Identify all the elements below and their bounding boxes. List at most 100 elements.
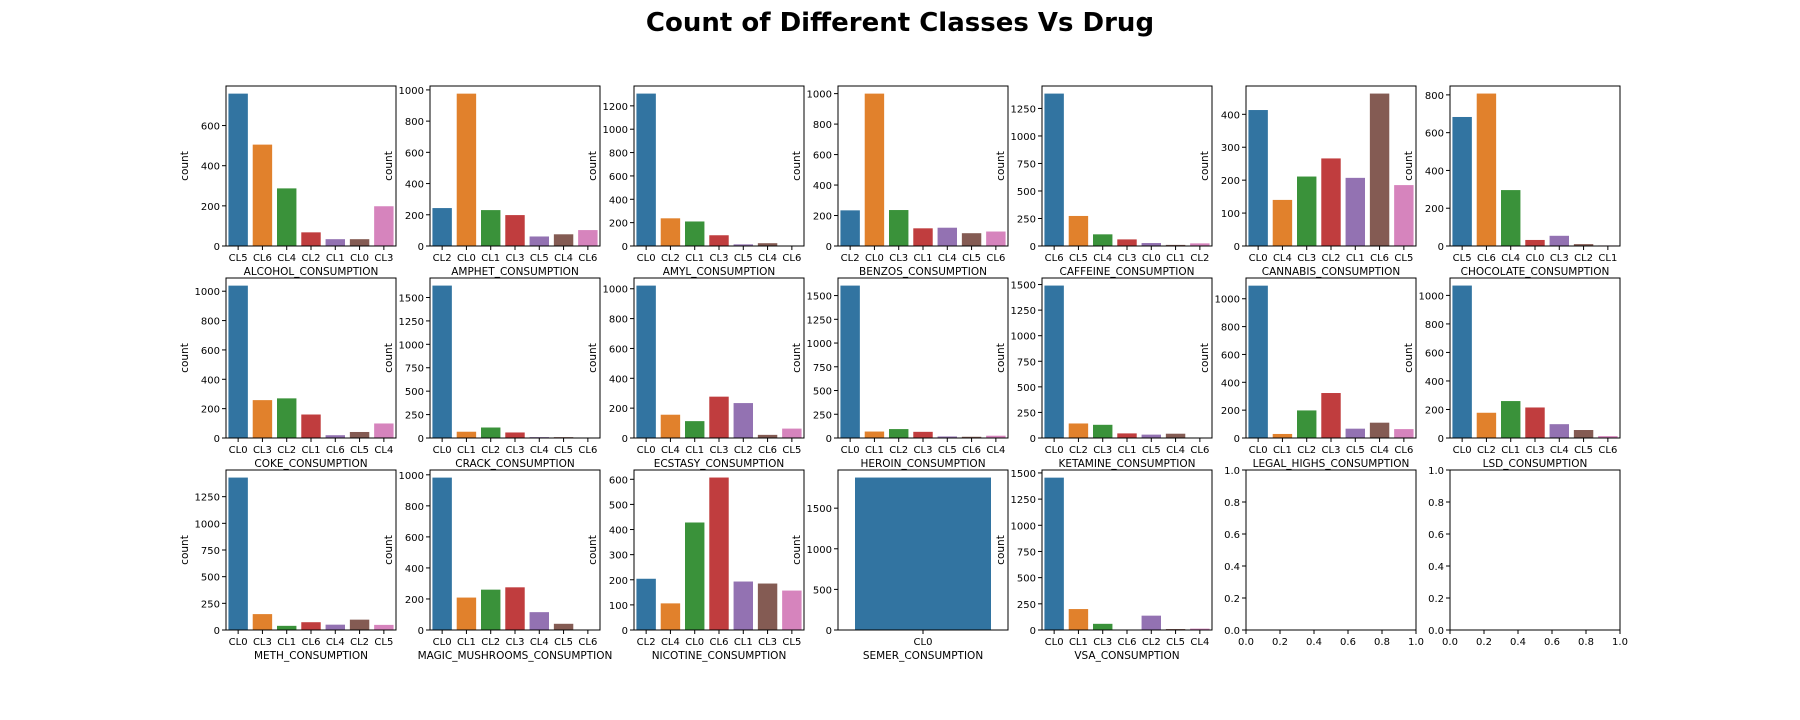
y-tick-label: 0 [622, 242, 628, 253]
y-tick-label: 1250 [399, 317, 424, 328]
axes-frame [1041, 277, 1213, 439]
y-tick-label: 0.0 [1224, 626, 1240, 637]
x-tick-label: CL1 [734, 637, 753, 648]
x-tick-label: CL4 [1190, 637, 1209, 648]
x-tick-label: CL5 [554, 445, 573, 456]
x-tick-label: CL0 [1249, 445, 1268, 456]
y-tick-label: 400 [813, 181, 832, 192]
x-tick-label: CL3 [710, 253, 729, 264]
x-tick-label: CL4 [277, 253, 296, 264]
x-tick-label: CL6 [1598, 445, 1617, 456]
y-tick-label: 100 [609, 601, 628, 612]
y-tick-label: 200 [813, 212, 832, 223]
x-axis-label: METH_CONSUMPTION [254, 650, 368, 662]
bar-cl1 [481, 210, 501, 246]
x-axis-label: CANNABIS_CONSUMPTION [1262, 266, 1400, 278]
y-tick-label: 750 [1017, 159, 1036, 170]
x-tick-label: 1.0 [1612, 637, 1628, 648]
x-tick-label: CL1 [457, 637, 476, 648]
x-axis-label: KETAMINE_CONSUMPTION [1058, 458, 1195, 470]
y-tick-label: 1000 [399, 471, 424, 482]
y-tick-label: 400 [1221, 378, 1240, 389]
bar-cl0 [1141, 243, 1161, 246]
y-tick-label: 0 [214, 626, 220, 637]
x-tick-label: CL0 [433, 445, 452, 456]
y-tick-label: 250 [813, 410, 832, 421]
bar-cl2 [481, 427, 501, 438]
bar-cl4 [553, 234, 574, 246]
bar-cl2 [1476, 412, 1497, 438]
bar-cl0 [1452, 285, 1472, 438]
bar-cl0 [855, 477, 991, 630]
y-tick-label: 500 [609, 500, 628, 511]
x-tick-label: CL4 [1166, 445, 1185, 456]
y-tick-label: 600 [405, 533, 424, 544]
y-tick-label: 750 [1017, 357, 1036, 368]
axes-frame [633, 469, 805, 631]
subplot-lsd-consumption: 0 200 400 600 800 1000 CL0 CL2 CL1 CL3 CL4 CL5 CL6 LS… [1403, 277, 1621, 470]
y-tick-label: 200 [1221, 176, 1240, 187]
x-tick-label: CL5 [1142, 445, 1161, 456]
bar-cl3 [374, 206, 394, 246]
bar-cl1 [1501, 401, 1521, 438]
axes-frame [225, 277, 397, 439]
axes-frame [1041, 469, 1213, 631]
bar-cl0 [349, 239, 370, 246]
x-tick-label: CL4 [326, 637, 345, 648]
bar-cl5 [553, 623, 574, 630]
y-tick-label: 800 [813, 120, 832, 131]
x-tick-label: CL5 [229, 253, 248, 264]
x-tick-label: CL0 [685, 637, 704, 648]
y-tick-label: 0 [1438, 242, 1444, 253]
x-tick-label: CL0 [637, 253, 656, 264]
x-tick-label: CL2 [841, 253, 860, 264]
y-tick-label: 600 [1221, 350, 1240, 361]
x-tick-label: CL2 [1190, 253, 1209, 264]
bar-cl3 [1093, 623, 1113, 630]
y-axis-label: count [1403, 343, 1415, 373]
subplot-alcohol-consumption: 0 200 400 600 CL5 CL6 CL4 CL2 CL1 CL0 CL3 ALCOHOL_C… [179, 85, 397, 278]
bar-cl6 [301, 622, 321, 630]
bar-cl2 [1297, 410, 1317, 438]
x-tick-label: CL3 [1526, 445, 1545, 456]
x-tick-label: CL1 [865, 445, 884, 456]
y-tick-label: 500 [201, 573, 220, 584]
x-tick-label: CL0 [1453, 445, 1472, 456]
bar-cl2 [889, 429, 909, 438]
x-tick-label: 0.4 [1306, 637, 1322, 648]
x-axis-label: COKE_CONSUMPTION [254, 458, 367, 470]
bar-cl3 [913, 431, 933, 438]
y-tick-label: 600 [609, 172, 628, 183]
y-tick-label: 600 [609, 475, 628, 486]
y-tick-label: 800 [1425, 91, 1444, 102]
subplot-caffeine-consumption: 0 250 500 750 1000 1250 CL6 CL5 CL4 CL3 CL0 CL1 CL2 C… [995, 85, 1213, 278]
bar-cl1 [685, 221, 705, 246]
y-tick-label: 0 [214, 434, 220, 445]
y-tick-label: 600 [405, 148, 424, 159]
bar-cl0 [228, 285, 248, 438]
y-tick-label: 200 [201, 405, 220, 416]
bar-cl4 [660, 414, 681, 438]
y-axis-label: count [995, 151, 1007, 181]
y-tick-label: 1000 [807, 339, 832, 350]
x-axis-label: NICOTINE_CONSUMPTION [652, 650, 787, 662]
x-tick-label: CL3 [374, 253, 393, 264]
x-tick-label: 0.6 [1544, 637, 1560, 648]
y-tick-label: 0 [622, 434, 628, 445]
bar-cl2 [733, 403, 753, 438]
bar-cl6 [709, 477, 729, 630]
bar-cl2 [1321, 158, 1341, 246]
x-tick-label: CL3 [1297, 253, 1316, 264]
bar-cl5 [374, 624, 394, 630]
x-tick-label: CL5 [782, 637, 801, 648]
y-tick-label: 300 [1221, 143, 1240, 154]
x-tick-label: CL2 [1574, 253, 1593, 264]
x-tick-label: CL1 [1501, 445, 1520, 456]
y-tick-label: 0.0 [1428, 626, 1444, 637]
y-tick-label: 600 [201, 122, 220, 133]
bar-cl4 [986, 435, 1006, 438]
bar-cl3 [1321, 393, 1341, 438]
x-tick-label: CL1 [277, 637, 296, 648]
x-tick-label: 0.6 [1340, 637, 1356, 648]
y-tick-label: 400 [405, 180, 424, 191]
